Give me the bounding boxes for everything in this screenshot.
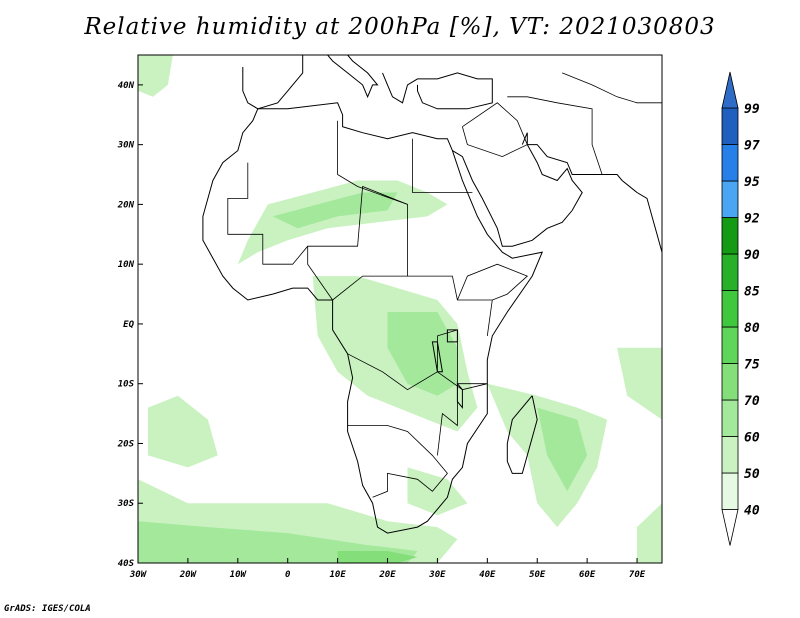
colorbar-segment (721, 290, 739, 328)
map-title: Relative humidity at 200hPa [%], VT: 202… (84, 14, 716, 40)
lon-tick-label: 50E (529, 570, 546, 580)
colorbar-label: 40 (744, 504, 760, 519)
humidity-region-1 (237, 180, 448, 265)
colorbar: 40 50 60 70 75 80 85 90 92 95 97 99 (721, 71, 760, 546)
lat-tick-label: 30S (117, 499, 135, 509)
credit-text: GrADS: IGES/COLA (4, 604, 91, 614)
lat-tick-label: 20S (117, 439, 135, 449)
colorbar-label: 50 (744, 467, 760, 482)
lat-tick-label: 20N (117, 200, 135, 210)
colorbar-label: 90 (744, 248, 760, 263)
colorbar-min-triangle (721, 509, 739, 546)
colorbar-label: 92 (744, 212, 760, 227)
lake-lake-tanganyika (431, 341, 443, 373)
lon-tick-label: 30E (428, 570, 446, 580)
coastline-madagascar (506, 395, 538, 474)
colorbar-segment (721, 363, 739, 401)
colorbar-label: 95 (744, 175, 760, 190)
border-sahara-west (227, 162, 408, 277)
humidity-region-4 (387, 312, 458, 396)
lake-lake-malawi (456, 382, 463, 409)
border-libya-chad (337, 120, 408, 205)
border-middle-east (462, 102, 528, 158)
colorbar-segment (721, 180, 739, 218)
lat-tick-label: 40S (118, 559, 135, 569)
lon-tick-label: 70E (629, 570, 646, 580)
colorbar-label: 60 (744, 431, 760, 446)
colorbar-segment (721, 253, 739, 291)
lon-tick-label: 30W (129, 570, 148, 580)
colorbar-label: 75 (744, 358, 760, 373)
border-egypt-sudan (412, 138, 473, 193)
lat-tick-label: 10S (118, 380, 135, 390)
lat-tick-label: 10N (118, 260, 135, 270)
coastline-persian-coast (527, 144, 662, 253)
colorbar-segment (721, 217, 739, 255)
border-iran-afghan (507, 96, 603, 175)
lake-lake-victoria (446, 329, 458, 343)
humidity-region-2 (272, 192, 398, 229)
colorbar-segment (721, 472, 739, 510)
humidity-region-11 (407, 467, 468, 516)
coastline-africa (202, 102, 544, 534)
border-horn (457, 263, 529, 336)
coastline-italy (327, 55, 379, 99)
colorbar-label: 85 (744, 285, 760, 300)
coastline-balkans-turkey (382, 72, 493, 110)
humidity-region-5 (148, 395, 218, 468)
coastline-iberia (242, 55, 304, 110)
lon-tick-label: 40E (479, 570, 496, 580)
colorbar-label: 80 (744, 321, 760, 336)
lon-tick-label: 20W (179, 570, 198, 580)
map-frame (137, 54, 663, 564)
humidity-region-13 (637, 503, 662, 563)
humidity-region-9 (487, 383, 608, 528)
humidity-region-8 (337, 551, 418, 563)
humidity-region-12 (617, 347, 662, 420)
humidity-region-10 (537, 407, 588, 492)
colorbar-segment (721, 399, 739, 437)
lon-tick-label: 60E (579, 570, 596, 580)
colorbar-segment (721, 326, 739, 364)
map-lines-layer (202, 55, 662, 534)
lat-tick-label: 30N (117, 141, 135, 151)
lat-tick-label: EQ (123, 320, 134, 330)
map-axes: 30W 20W 10W 0 10E 20E 30E 40E 50E 60E 70E 40N 30N 20N… (117, 81, 646, 580)
colorbar-max-triangle (721, 71, 739, 109)
border-southern (347, 425, 448, 498)
lon-tick-label: 0 (285, 570, 291, 580)
humidity-fill-layer (138, 55, 662, 563)
colorbar-label: 70 (744, 394, 760, 409)
humidity-region-0 (138, 55, 173, 97)
lon-tick-label: 20E (378, 570, 396, 580)
colorbar-label: 99 (744, 102, 760, 117)
lon-tick-label: 10W (230, 570, 248, 580)
colorbar-segment (721, 107, 739, 145)
lon-tick-label: 10E (329, 570, 346, 580)
colorbar-segment (721, 144, 739, 182)
colorbar-label: 97 (744, 139, 760, 154)
coastline-arabia (452, 132, 583, 247)
border-sahel (307, 246, 493, 301)
border-central-asia (562, 72, 662, 104)
colorbar-segment (721, 436, 739, 474)
lat-tick-label: 40N (118, 81, 135, 91)
